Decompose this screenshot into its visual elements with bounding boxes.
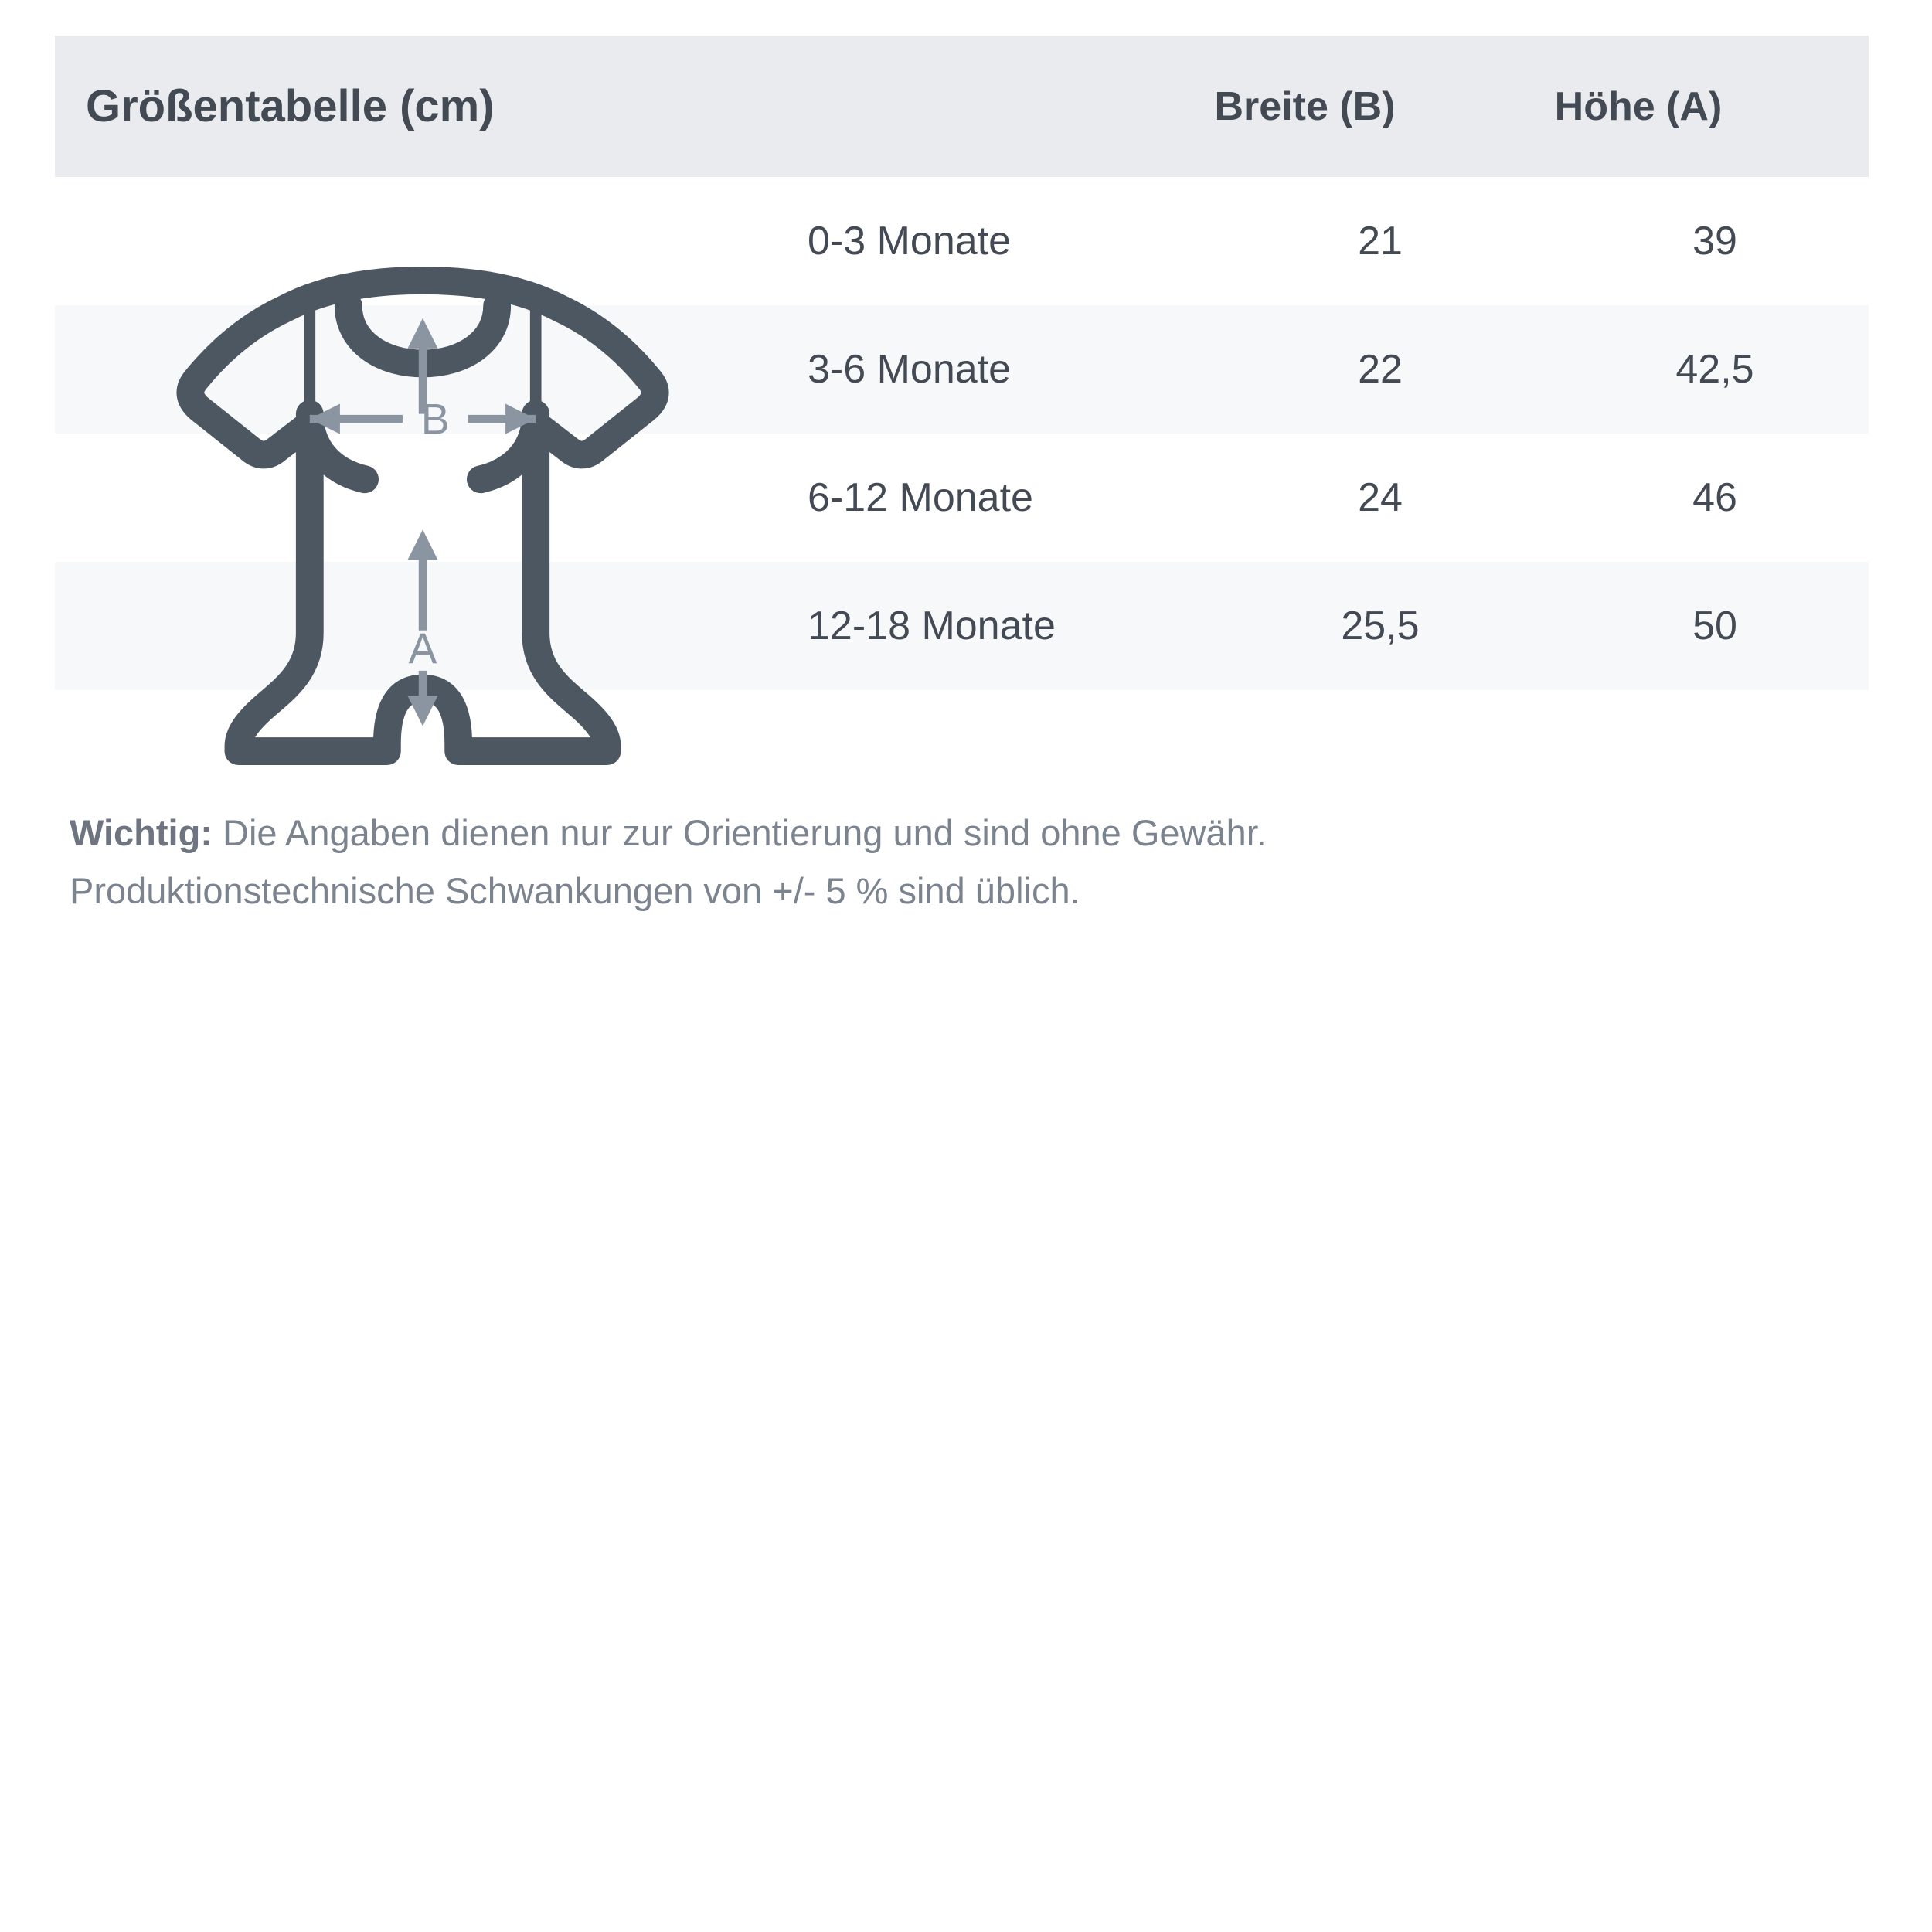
svg-text:B: B <box>421 396 450 444</box>
svg-text:A: A <box>409 624 437 672</box>
